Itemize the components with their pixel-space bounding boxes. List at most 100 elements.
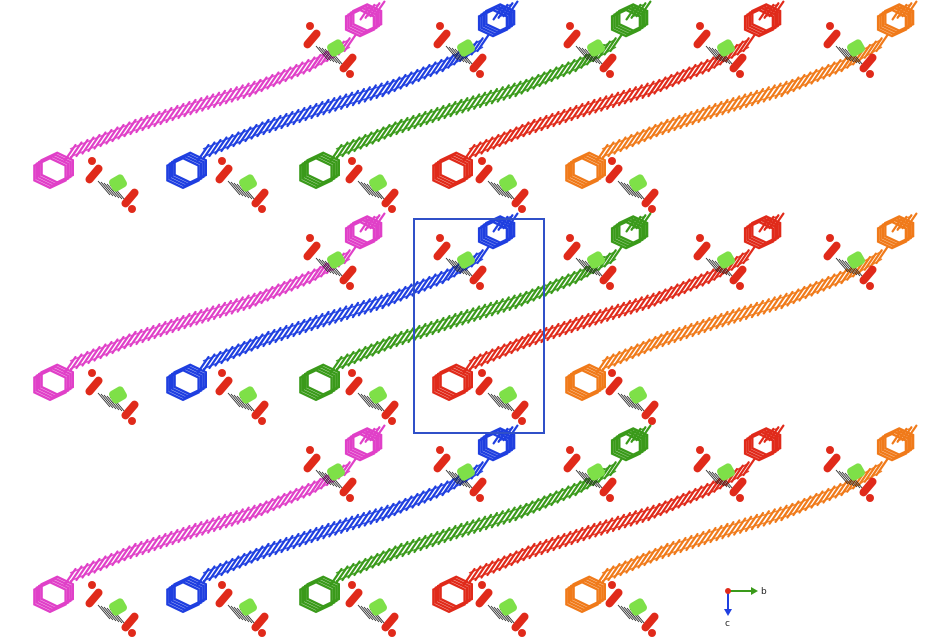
chain-backbone — [721, 303, 788, 325]
chain-backbone — [713, 46, 750, 68]
chain-backbone — [455, 507, 522, 529]
hexagonal-ring-stack — [618, 3, 649, 33]
oxygen-rod — [823, 453, 841, 473]
hexagonal-ring-stack — [432, 368, 466, 402]
oxygen-atom — [436, 446, 444, 454]
cation-ring — [717, 463, 735, 481]
hexagonal-ring-stack — [301, 367, 336, 400]
oxygen-atom — [648, 205, 656, 213]
oxygen-atom — [128, 629, 136, 637]
hexagonal-ring-stack — [352, 215, 383, 245]
chain-backbone — [395, 323, 457, 345]
chain-backbone — [322, 91, 389, 113]
hexagonal-ring-stack — [437, 153, 471, 186]
polymer-chain — [166, 0, 519, 190]
chain-backbone — [630, 11, 647, 18]
chain-backbone — [786, 490, 848, 517]
hexagonal-ring-stack — [565, 580, 599, 614]
chain-backbone — [364, 435, 381, 442]
chain-backbone — [129, 527, 191, 549]
oxygen-atom — [606, 70, 614, 78]
hexagonal-ring-stack — [35, 367, 70, 400]
axes-origin — [725, 588, 731, 594]
chain-backbone — [262, 323, 324, 345]
chain-backbone — [364, 11, 381, 18]
hydrogen-bond-line — [578, 46, 592, 62]
hexagonal-ring-stack — [437, 365, 471, 398]
oxygen-rod — [381, 400, 399, 420]
chain-backbone — [520, 482, 582, 509]
chain-backbone — [896, 435, 913, 442]
hexagonal-ring-stack — [40, 151, 75, 184]
cation-ring — [847, 463, 865, 481]
hydrogen-bond-line — [324, 260, 338, 276]
oxygen-atom — [566, 446, 574, 454]
chain-backbone — [69, 123, 131, 150]
hydrogen-bond-line — [844, 260, 858, 276]
chain-backbone — [497, 11, 514, 18]
chain-backbone — [322, 83, 389, 105]
hexagonal-ring-stack — [33, 580, 67, 614]
hydrogen-bond-line — [838, 470, 852, 486]
cation-ring — [457, 251, 475, 269]
chain-backbone — [129, 111, 191, 133]
chain-backbone — [322, 295, 389, 317]
hydrogen-bond-line — [623, 394, 637, 410]
oxygen-rod — [693, 453, 711, 473]
polymer-chain — [432, 212, 785, 402]
chain-backbone — [846, 470, 883, 492]
hydrogen-bond-line — [357, 604, 371, 620]
oxygen-atom — [736, 70, 744, 78]
hydrogen-bond-line — [496, 607, 510, 623]
oxygen-rod — [215, 164, 233, 184]
oxygen-rod — [469, 477, 487, 497]
hydrogen-bond-line — [487, 180, 501, 196]
chain-backbone — [202, 335, 264, 362]
cation-ring — [717, 251, 735, 269]
chain-backbone — [630, 223, 647, 230]
hydrogen-bond-line — [233, 394, 247, 410]
chain-backbone — [661, 111, 723, 133]
oxygen-rod — [121, 400, 139, 420]
oxygen-atom — [388, 629, 396, 637]
oxygen-atom — [306, 446, 314, 454]
hydrogen-bond-line — [623, 182, 637, 198]
chain-backbone — [528, 323, 590, 345]
chain-backbone — [520, 66, 582, 93]
hexagonal-ring-stack — [304, 365, 338, 398]
cation-ring — [847, 39, 865, 57]
oxygen-atom — [648, 417, 656, 425]
hexagonal-ring-stack — [306, 575, 340, 608]
oxygen-atom — [478, 581, 486, 589]
chain-backbone — [202, 123, 264, 150]
hydrogen-bond-line — [626, 395, 640, 411]
oxygen-atom — [346, 282, 354, 290]
chain-backbone — [846, 258, 883, 280]
oxygen-atom — [348, 581, 356, 589]
hexagonal-ring-stack — [743, 432, 775, 462]
oxygen-atom — [606, 282, 614, 290]
chain-backbone — [786, 66, 848, 93]
chain-backbone — [335, 547, 397, 574]
chain-backbone — [601, 131, 663, 158]
cation-ring — [587, 39, 605, 57]
chain-backbone — [896, 223, 913, 230]
chain-backbone — [588, 83, 655, 105]
hydrogen-bond-line — [445, 45, 459, 61]
cation-ring — [629, 174, 647, 192]
hexagonal-ring-stack — [567, 155, 602, 188]
hydrogen-bond-line — [711, 47, 725, 63]
cation-ring — [239, 174, 257, 192]
chain-backbone — [447, 46, 484, 68]
chain-backbone — [455, 303, 522, 325]
hexagonal-ring-stack — [33, 156, 67, 190]
chain-backbone — [601, 547, 663, 574]
hexagonal-ring-stack — [567, 367, 602, 400]
hydrogen-bond-line — [103, 182, 117, 198]
chain-backbone — [786, 270, 848, 297]
hydrogen-bond-line — [363, 606, 377, 622]
chain-backbone — [447, 258, 484, 280]
chain-backbone — [588, 295, 655, 317]
hexagonal-ring-stack — [477, 432, 509, 462]
oxygen-atom — [88, 369, 96, 377]
